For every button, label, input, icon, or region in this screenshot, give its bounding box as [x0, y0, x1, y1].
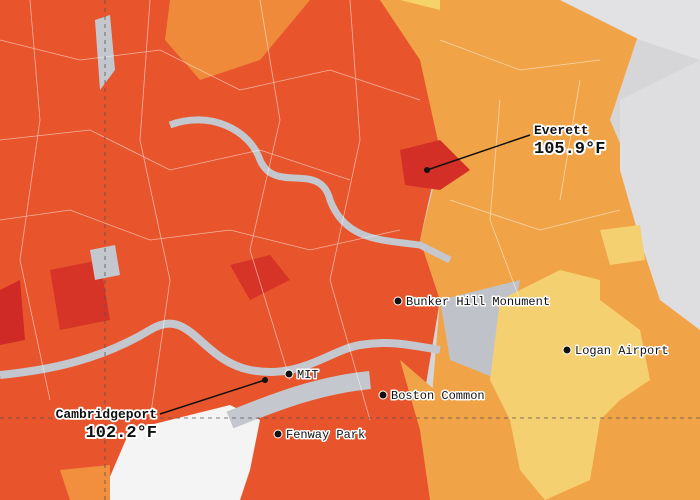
landmark-label: Fenway Park [286, 428, 365, 442]
hot-spot [0, 280, 25, 345]
callout-name: Everett [534, 123, 589, 138]
callout-value: 102.2°F [86, 424, 157, 443]
landmark-label: Bunker Hill Monument [406, 295, 550, 309]
leader-line [426, 134, 531, 171]
landmark-label: Boston Common [391, 389, 485, 403]
landmark-dot [273, 429, 283, 439]
leader-line [159, 379, 266, 415]
callout-value: 105.9°F [534, 140, 605, 159]
landmark-dot [284, 369, 294, 379]
callout-dot [262, 377, 268, 383]
landmark-dot [393, 296, 403, 306]
pond [95, 15, 115, 90]
orange-patch [165, 0, 310, 80]
landmark-dot [562, 345, 572, 355]
hot-spot [230, 255, 290, 300]
district-borders [0, 0, 621, 421]
pond [90, 245, 120, 280]
callout-dot [424, 167, 430, 173]
land-outside [560, 0, 700, 60]
airport-zone [490, 270, 650, 500]
river [0, 319, 441, 379]
red-zone [0, 0, 440, 500]
yellow-zone [600, 225, 645, 265]
ocean [620, 60, 700, 330]
landmark-dot [378, 390, 388, 400]
park [100, 405, 260, 500]
river [226, 371, 371, 429]
landmark-label: MIT [297, 368, 319, 382]
orange-patch [60, 465, 110, 500]
landmark-label: Logan Airport [575, 344, 669, 358]
hot-spot [400, 140, 470, 190]
yellow-zone [400, 0, 440, 10]
river [168, 116, 452, 264]
callout-name: Cambridgeport [56, 407, 157, 422]
